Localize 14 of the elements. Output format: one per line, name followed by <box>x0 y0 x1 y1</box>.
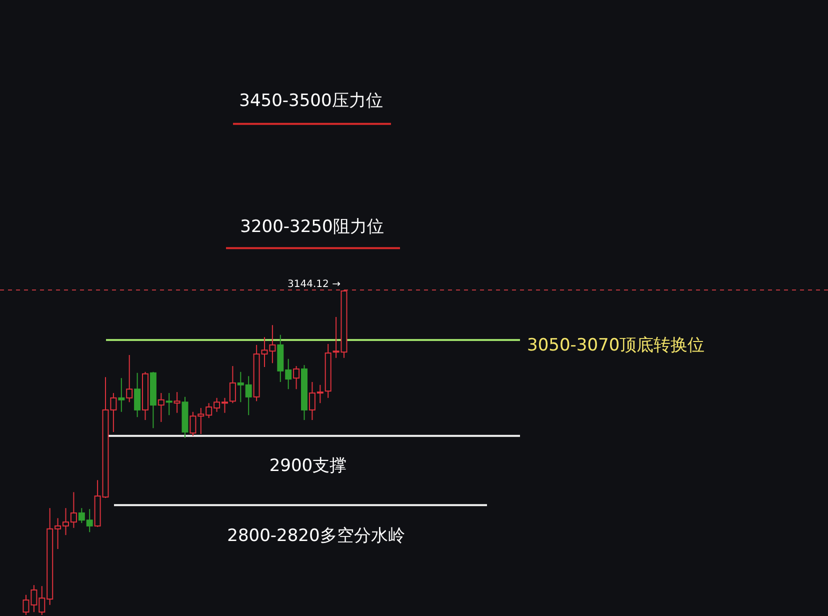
candlestick <box>293 366 300 390</box>
ref-line-label: 2900支撑 <box>269 456 347 476</box>
candlestick <box>134 372 141 418</box>
candlestick <box>126 354 133 403</box>
candlestick <box>174 392 180 414</box>
ref-line-label: 3200-3250阻力位 <box>240 217 384 238</box>
candlestick <box>229 366 236 404</box>
candlestick <box>158 392 164 422</box>
ref-line-label: 3050-3070顶底转换位 <box>527 336 705 356</box>
ref-line-label: 3144.12 → <box>288 279 340 290</box>
candlestick <box>118 378 125 412</box>
ref-line-label: 3450-3500压力位 <box>239 90 383 111</box>
candlestick <box>166 392 172 416</box>
ref-line-label: 2800-2820多空分水岭 <box>227 526 405 546</box>
